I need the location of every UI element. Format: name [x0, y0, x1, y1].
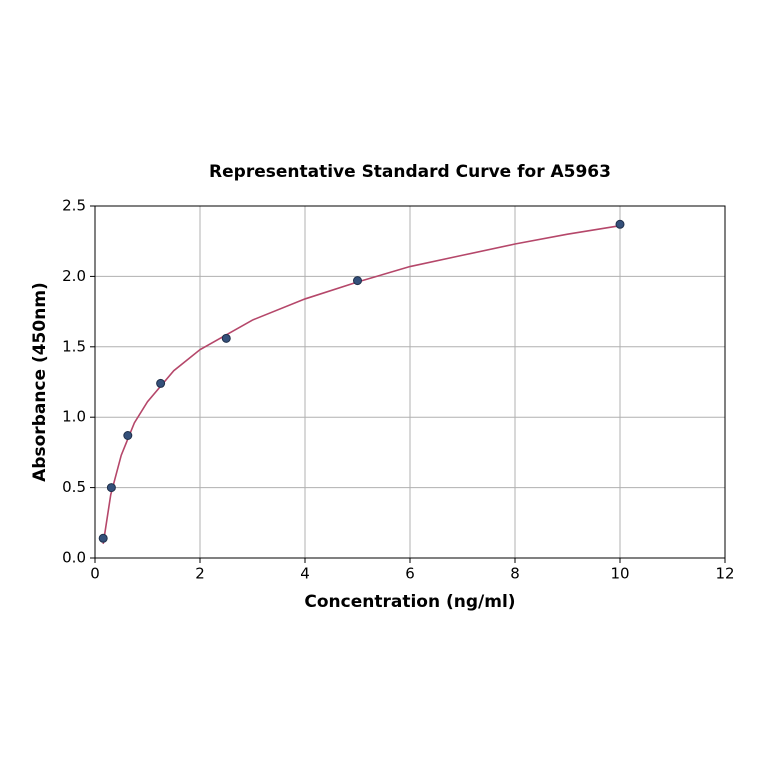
x-tick-label: 10 — [610, 565, 629, 583]
y-tick-label: 0.5 — [62, 478, 86, 496]
x-tick-label: 0 — [90, 565, 100, 583]
y-tick-label: 1.5 — [62, 337, 86, 355]
y-tick-label: 0.0 — [62, 549, 86, 567]
fit-curve — [102, 224, 621, 545]
chart-title: Representative Standard Curve for A5963 — [209, 162, 611, 182]
plot-frame — [94, 205, 726, 559]
data-point — [221, 333, 231, 343]
x-axis-label: Concentration (ng/ml) — [304, 592, 515, 612]
y-tick-label: 1.0 — [62, 408, 86, 426]
data-point — [156, 378, 166, 388]
y-tick-label: 2.5 — [62, 197, 86, 215]
x-tick-label: 2 — [195, 565, 205, 583]
x-tick-label: 4 — [300, 565, 310, 583]
y-tick-label: 2.0 — [62, 267, 86, 285]
data-point — [98, 533, 108, 543]
x-tick-label: 8 — [510, 565, 520, 583]
x-tick-label: 6 — [405, 565, 415, 583]
y-axis-label: Absorbance (450nm) — [30, 282, 50, 482]
data-point — [615, 219, 625, 229]
data-point — [106, 483, 116, 493]
data-point — [123, 431, 133, 441]
data-point — [353, 276, 362, 286]
x-tick-label: 12 — [715, 565, 734, 583]
